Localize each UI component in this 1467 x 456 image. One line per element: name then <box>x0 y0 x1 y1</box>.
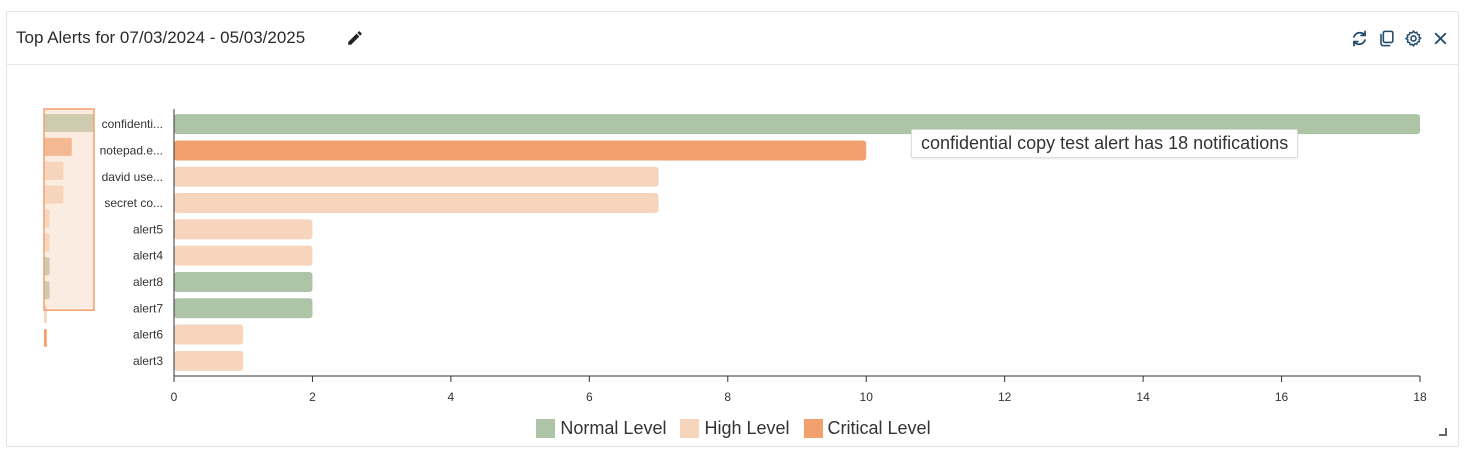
category-label: notepad.e... <box>100 143 163 157</box>
category-label: alert6 <box>133 328 163 342</box>
widget-title: Top Alerts for 07/03/2024 - 05/03/2025 <box>16 28 306 47</box>
navigator-bar <box>44 161 64 180</box>
chart-legend: Normal Level High Level Critical Level <box>0 418 1467 439</box>
legend-swatch <box>536 419 556 438</box>
bar-2[interactable] <box>174 140 867 161</box>
legend-item-normal[interactable]: Normal Level <box>536 418 666 439</box>
x-tick-label: 4 <box>448 390 455 404</box>
legend-label: Critical Level <box>827 418 931 438</box>
x-tick-label: 6 <box>586 390 593 404</box>
category-label: secret co... <box>104 196 163 210</box>
navigator-bar <box>44 185 64 204</box>
navigator-bar <box>44 281 50 300</box>
category-label: alert8 <box>133 275 163 289</box>
navigator-bar <box>44 257 50 276</box>
navigator-brush[interactable] <box>43 108 95 311</box>
bar-6[interactable] <box>174 245 313 266</box>
x-tick-label: 12 <box>998 390 1012 404</box>
gear-icon[interactable] <box>1404 29 1423 48</box>
x-tick-label: 14 <box>1136 390 1150 404</box>
legend-item-high[interactable]: High Level <box>680 418 790 439</box>
legend-item-critical[interactable]: Critical Level <box>803 418 931 439</box>
close-icon[interactable] <box>1431 29 1450 48</box>
navigator-bar <box>44 233 50 252</box>
x-tick-label: 16 <box>1275 390 1289 404</box>
category-label: alert7 <box>133 301 163 315</box>
x-tick-label: 0 <box>171 390 178 404</box>
x-tick-label: 10 <box>860 390 874 404</box>
refresh-icon[interactable] <box>1350 29 1369 48</box>
bar-10[interactable] <box>174 350 244 371</box>
category-label: alert4 <box>133 249 163 263</box>
chart-navigator[interactable] <box>43 108 95 348</box>
x-tick-label: 2 <box>309 390 316 404</box>
legend-label: High Level <box>704 418 790 438</box>
legend-swatch <box>803 419 823 438</box>
legend-label: Normal Level <box>560 418 667 438</box>
navigator-bar <box>44 209 50 228</box>
category-label: david use... <box>102 170 163 184</box>
edit-icon[interactable] <box>346 29 364 47</box>
navigator-bar <box>44 113 94 132</box>
navigator-bar <box>44 137 72 156</box>
header-actions <box>1350 29 1450 48</box>
chart-tooltip: confidential copy test alert has 18 noti… <box>911 129 1299 158</box>
copy-icon[interactable] <box>1377 29 1396 48</box>
bar-3[interactable] <box>174 166 659 187</box>
x-tick-label: 18 <box>1413 390 1427 404</box>
bar-5[interactable] <box>174 219 313 240</box>
bar-7[interactable] <box>174 271 313 292</box>
category-labels: confidenti... notepad.e... david use... sec… <box>100 117 164 368</box>
resize-handle[interactable] <box>1439 428 1447 436</box>
legend-swatch <box>680 419 700 438</box>
category-label: alert5 <box>133 222 163 236</box>
category-label: confidenti... <box>102 117 163 131</box>
category-label: alert3 <box>133 354 163 368</box>
widget-header: Top Alerts for 07/03/2024 - 05/03/2025 <box>7 12 1458 65</box>
navigator-bar <box>44 329 47 348</box>
bar-8[interactable] <box>174 298 313 319</box>
x-axis: 0 2 4 6 8 10 12 14 16 18 <box>171 109 1427 404</box>
bar-9[interactable] <box>174 324 244 345</box>
bar-4[interactable] <box>174 193 659 214</box>
x-tick-label: 8 <box>724 390 731 404</box>
